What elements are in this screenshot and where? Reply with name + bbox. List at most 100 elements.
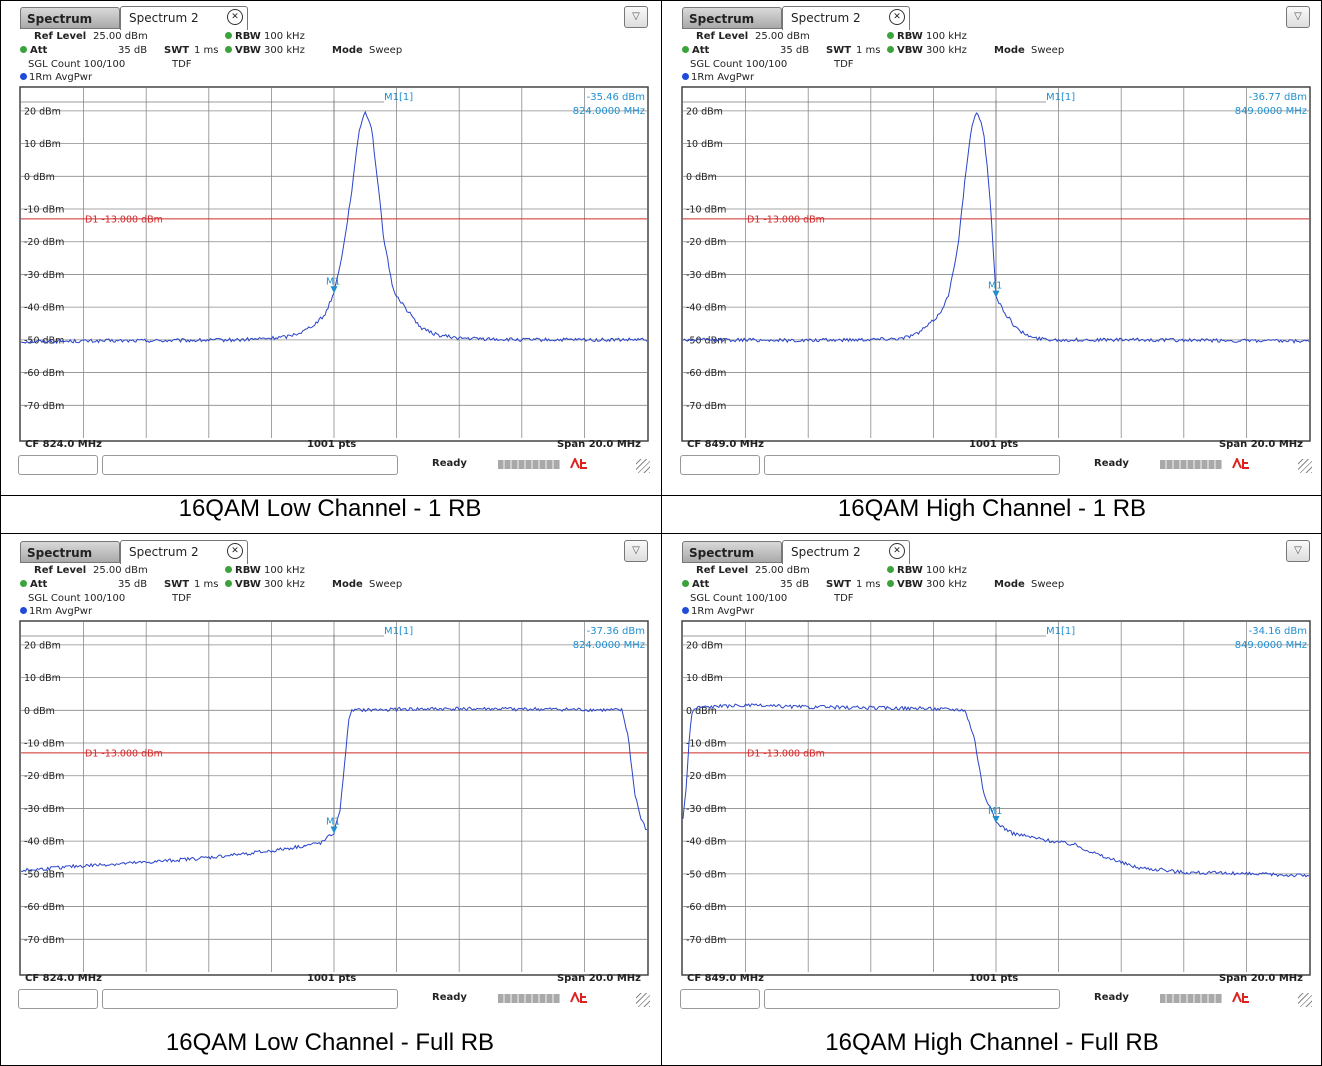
rbw-value: 100 kHz [264,31,305,42]
sgl-count: SGL Count 100/100 [690,59,788,70]
marker-readout-name: M1[1] [384,626,413,637]
ref-level-value: 25.00 dBm [755,31,810,42]
status-ready: Ready [1094,992,1129,1003]
trace-indicator-icon [20,73,27,80]
rbw-label: RBW [235,565,261,576]
spectrum-analyzer-panel: Spectrum Spectrum 2 ✕ ▽ Ref Level 25.00 … [14,538,654,1018]
att-label: Att [30,45,48,56]
tab-spectrum[interactable]: Spectrum [682,541,782,563]
plot-footer: CF 824.0 MHz 1001 pts Span 20.0 MHz [19,972,649,986]
att-status-dot [682,46,689,53]
rbw-value: 100 kHz [926,565,967,576]
display-config-icon[interactable]: ▽ [1286,6,1310,28]
limit-line-label: D1 -13.000 dBm [747,214,825,225]
y-tick-label: 20 dBm [686,106,723,117]
att-status-dot [20,580,27,587]
status-ready: Ready [432,992,467,1003]
vbw-status-dot [887,46,894,53]
plot-area: 20 dBm 10 dBm 0 dBm -10 dBm -20 dBm -30 dBm -4… [681,86,1311,442]
close-tab-icon[interactable]: ✕ [889,9,905,25]
marker-readout-value: -34.16 dBm [1249,626,1307,637]
marker-readout-frequency: 849.0000 MHz [1235,640,1307,651]
vbw-label: VBW [897,579,923,590]
status-bar: Ready [18,455,650,475]
vbw-setting: VBW 300 kHz [225,45,305,56]
ref-level-label: Ref Level [34,31,87,42]
att-value: 35 dB [118,579,148,590]
chart-caption: 16QAM High Channel - Full RB [825,1029,1159,1056]
swt-label: SWT [164,45,190,56]
y-tick-label: 0 dBm [24,172,55,183]
mode-label: Mode [994,45,1025,56]
center-frequency: CF 849.0 MHz [687,973,764,984]
close-tab-icon[interactable]: ✕ [889,543,905,559]
trace-line [20,706,648,873]
rs-logo-icon [570,458,587,469]
marker-m1-icon[interactable] [992,290,1000,298]
y-tick-label: -20 dBm [686,771,726,782]
display-config-icon[interactable]: ▽ [624,6,648,28]
marker-label: M1 [988,281,1002,292]
tab-spectrum[interactable]: Spectrum [20,541,120,563]
marker-m1-icon[interactable] [330,826,338,834]
center-frequency: CF 849.0 MHz [687,439,764,450]
rbw-setting: RBW 100 kHz [225,565,305,576]
resize-grip-icon[interactable] [1298,459,1312,473]
display-config-icon[interactable]: ▽ [1286,540,1310,562]
tab-spectrum-2[interactable]: Spectrum 2 [782,540,910,564]
y-tick-label: 10 dBm [686,673,723,684]
sgl-count: SGL Count 100/100 [28,59,126,70]
mode-value: Sweep [369,45,403,56]
att-setting: Att [682,579,709,590]
spectrum-analyzer-panel: Spectrum Spectrum 2 ✕ ▽ Ref Level 25.00 … [676,538,1316,1018]
tab-spectrum[interactable]: Spectrum [682,7,782,29]
resize-grip-icon[interactable] [636,993,650,1007]
vbw-value: 300 kHz [264,579,305,590]
rbw-label: RBW [897,565,923,576]
status-field-2 [102,455,398,475]
mode-label: Mode [332,45,363,56]
progress-bar [498,460,560,469]
marker-readout-value: -36.77 dBm [1249,92,1307,103]
resize-grip-icon[interactable] [636,459,650,473]
status-ready: Ready [1094,458,1129,469]
resize-grip-icon[interactable] [1298,993,1312,1007]
y-tick-label: -50 dBm [686,869,726,880]
marker-m1-icon[interactable] [330,286,338,294]
ref-level-label: Ref Level [696,31,749,42]
tab-spectrum-2[interactable]: Spectrum 2 [120,6,248,30]
sweep-points: 1001 pts [307,973,357,984]
tab-bar: Spectrum Spectrum 2 ✕ ▽ [676,538,1316,564]
sweep-points: 1001 pts [969,973,1019,984]
tab-spectrum[interactable]: Spectrum [20,7,120,29]
marker-readout-frequency: 849.0000 MHz [1235,106,1307,117]
marker-label: M1 [326,276,340,287]
marker-readout-value: -37.36 dBm [587,626,645,637]
sgl-count: SGL Count 100/100 [690,593,788,604]
display-config-icon[interactable]: ▽ [624,540,648,562]
rbw-status-dot [225,32,232,39]
center-frequency: CF 824.0 MHz [25,973,102,984]
y-tick-label: -30 dBm [24,270,64,281]
att-setting: Att [20,45,47,56]
mode-label: Mode [994,579,1025,590]
sgl-count: SGL Count 100/100 [28,593,126,604]
y-tick-label: -40 dBm [686,303,726,314]
marker-m1-icon[interactable] [992,816,1000,824]
swt-label: SWT [164,579,190,590]
close-tab-icon[interactable]: ✕ [227,9,243,25]
tab-spectrum-2[interactable]: Spectrum 2 [120,540,248,564]
tab-bar: Spectrum Spectrum 2 ✕ ▽ [676,4,1316,30]
rbw-label: RBW [235,31,261,42]
chart-caption: 16QAM Low Channel - 1 RB [178,495,482,522]
spectrum-plot-4: 20 dBm 10 dBm 0 dBm -10 dBm -20 dBm -30 dBm -4… [681,620,1311,976]
rbw-label: RBW [897,31,923,42]
tdf-label: TDF [172,59,192,70]
span-value: Span 20.0 MHz [556,973,641,984]
tdf-label: TDF [172,593,192,604]
rs-logo-icon [1232,992,1249,1003]
close-tab-icon[interactable]: ✕ [227,543,243,559]
y-tick-label: -60 dBm [24,902,64,913]
tab-spectrum-2[interactable]: Spectrum 2 [782,6,910,30]
